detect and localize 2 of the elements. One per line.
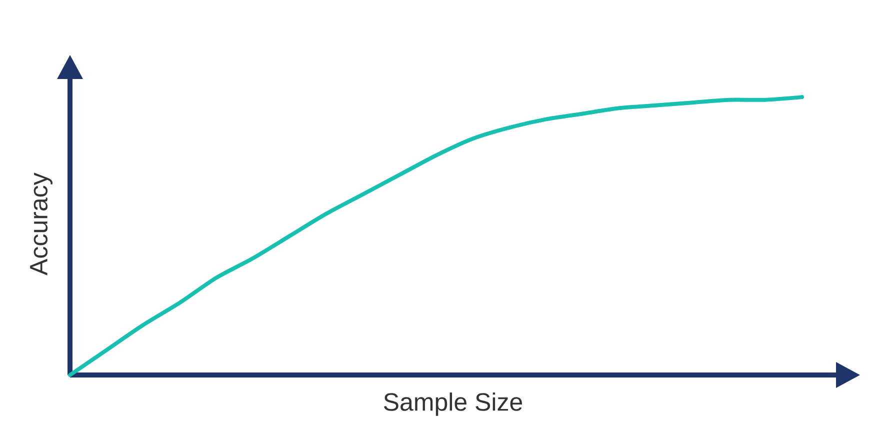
x-axis-title: Sample Size: [384, 392, 522, 416]
y-axis-title: Accuracy: [30, 172, 52, 276]
